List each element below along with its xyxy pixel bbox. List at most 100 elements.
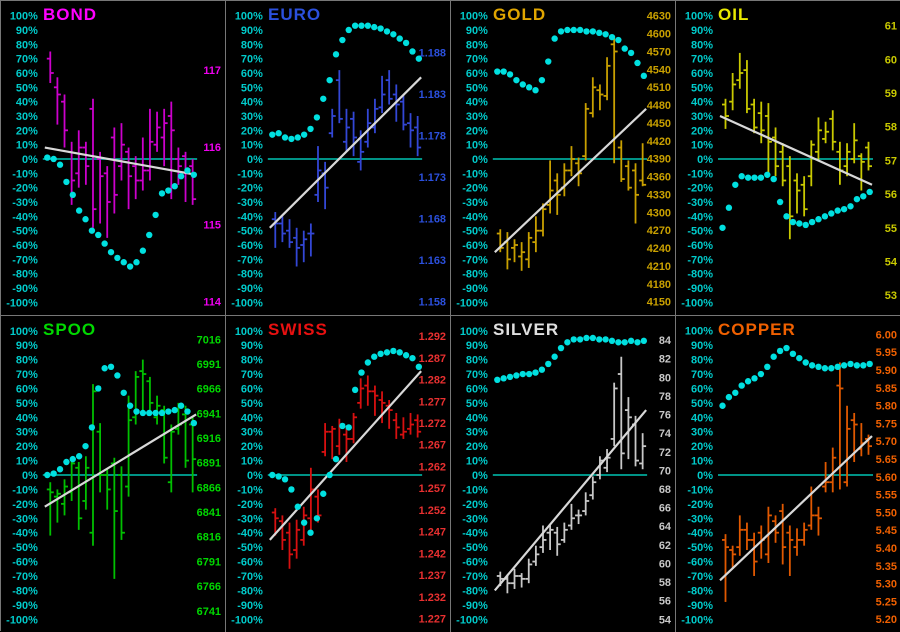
price-axis: 1.188 1.183 1.178 1.173 1.168 1.163 1.158	[419, 47, 446, 308]
price-tick-label: 1.282	[419, 375, 446, 387]
oscillator-dot	[840, 362, 848, 369]
percent-tick-label: -90%	[237, 283, 263, 295]
price-axis: 1.292 1.287 1.282 1.277 1.272 1.267 1.262 1.257…	[419, 331, 446, 625]
oscillator-dot	[358, 369, 365, 376]
price-tick-label: 4420	[647, 136, 671, 148]
oscillator-dot	[409, 354, 416, 362]
oscillator-dot	[50, 155, 57, 163]
percent-axis: 100% 90% 80% 70% 60% 50% 40% 30% 20% 10% 0% -10% -20…	[456, 11, 488, 310]
oscillator-dot	[757, 370, 765, 378]
percent-tick-label: -60%	[687, 557, 713, 569]
oscillator-dot	[821, 213, 829, 220]
price-tick-label: 6.00	[876, 329, 897, 341]
oscillator-dot	[107, 248, 115, 256]
oscillator-dot	[853, 195, 861, 203]
percent-tick-label: 0%	[247, 154, 263, 166]
oscillator-dot	[500, 68, 507, 75]
percent-tick-label: 80%	[691, 39, 713, 51]
percent-tick-label: -100%	[231, 297, 263, 309]
oscillator-dot	[345, 26, 352, 34]
oscillator-dot	[351, 22, 359, 29]
price-tick-label: 5.60	[876, 472, 897, 484]
oscillator-dot	[860, 362, 867, 369]
percent-tick-label: 50%	[241, 82, 263, 94]
oscillator-dot	[828, 210, 835, 217]
percent-tick-label: 60%	[466, 383, 488, 395]
silver-chart: 100% 90% 80% 70% 60% 50% 40% 30% 20% 10% 0% -10% -20…	[456, 326, 672, 627]
percent-tick-label: -10%	[237, 484, 263, 496]
oscillator-dot	[165, 408, 172, 415]
oscillator-dot	[564, 26, 571, 34]
percent-tick-label: 100%	[685, 326, 713, 338]
price-tick-label: 1.272	[419, 418, 446, 430]
percent-tick-label: 80%	[241, 355, 263, 367]
price-tick-label: 5.25	[876, 596, 897, 608]
oscillator-dot	[171, 406, 178, 414]
oscillator-dot	[107, 363, 115, 371]
oscillator-dot	[789, 350, 797, 358]
percent-tick-label: -20%	[237, 183, 263, 195]
oscillator-dot	[332, 455, 340, 463]
percent-tick-label: -80%	[237, 585, 263, 597]
price-tick-label: 5.95	[876, 347, 897, 359]
percent-tick-label: 20%	[241, 441, 263, 453]
price-tick-label: 1.163	[419, 255, 446, 267]
price-tick-label: 6941	[197, 408, 221, 420]
oscillator-dot	[313, 114, 321, 121]
oscillator-dot	[513, 372, 520, 379]
price-tick-label: 5.75	[876, 418, 897, 430]
oscillator-dot	[627, 337, 635, 345]
percent-tick-label: -90%	[462, 283, 488, 295]
price-tick-label: 1.292	[419, 331, 446, 343]
price-tick-label: 4510	[647, 82, 671, 94]
oscillator-dot	[725, 204, 733, 211]
oscillator-dot	[783, 213, 790, 220]
price-tick-label: 1.252	[419, 505, 446, 517]
percent-tick-label: 20%	[16, 441, 38, 453]
percent-tick-label: -50%	[462, 542, 488, 554]
oscillator-dot	[519, 370, 526, 378]
oscillator-dot	[126, 402, 134, 409]
oscillator-dot	[390, 31, 397, 38]
price-tick-label: 60	[659, 558, 671, 570]
percent-axis: 100% 90% 80% 70% 60% 50% 40% 30% 20% 10% 0% -10% -20…	[456, 326, 488, 627]
percent-tick-label: 20%	[241, 125, 263, 137]
percent-tick-label: 70%	[241, 54, 263, 66]
price-tick-label: 5.20	[876, 614, 897, 626]
oscillator-dot	[744, 378, 752, 385]
percent-axis: 100% 90% 80% 70% 60% 50% 40% 30% 20% 10% 0% -10% -20…	[231, 11, 263, 310]
oscillator-dot	[82, 442, 89, 450]
oscillator-dot	[732, 389, 739, 396]
oscillator-dot	[513, 76, 520, 84]
price-axis: 84 82 80 78 76 74 72 70 68 66 64 62 60 58 56 54	[659, 335, 672, 626]
percent-tick-label: 70%	[466, 54, 488, 66]
price-tick-label: 6866	[197, 482, 221, 494]
panel-title-bond: BOND	[43, 5, 98, 24]
percent-tick-label: -20%	[462, 183, 488, 195]
oscillator-dot	[281, 134, 289, 141]
percent-tick-label: -30%	[12, 513, 38, 525]
percent-tick-label: -60%	[462, 240, 488, 252]
price-tick-label: 1.237	[419, 570, 446, 582]
oscillator-dot	[63, 178, 70, 186]
oscillator-dots	[269, 347, 423, 536]
price-tick-label: 56	[885, 189, 897, 201]
oscillator-dot	[551, 35, 558, 42]
percent-tick-label: 20%	[691, 125, 713, 137]
percent-axis: 100% 90% 80% 70% 60% 50% 40% 30% 20% 10% 0% -10% -20…	[231, 326, 263, 627]
percent-tick-label: -30%	[687, 513, 713, 525]
price-tick-label: 53	[885, 290, 897, 302]
price-tick-label: 4300	[647, 207, 671, 219]
oscillator-dot	[589, 28, 597, 35]
percent-tick-label: 80%	[16, 355, 38, 367]
percent-tick-label: -40%	[462, 528, 488, 540]
percent-tick-label: 40%	[16, 412, 38, 424]
oscillator-dot	[75, 453, 83, 460]
trend-line	[269, 76, 422, 229]
oscillator-dots	[494, 26, 648, 94]
price-tick-label: 1.227	[419, 613, 446, 625]
ohlc-bars	[271, 70, 422, 267]
oscillator-dot	[634, 59, 641, 67]
percent-tick-label: -10%	[12, 484, 38, 496]
price-tick-label: 1.158	[419, 297, 446, 309]
